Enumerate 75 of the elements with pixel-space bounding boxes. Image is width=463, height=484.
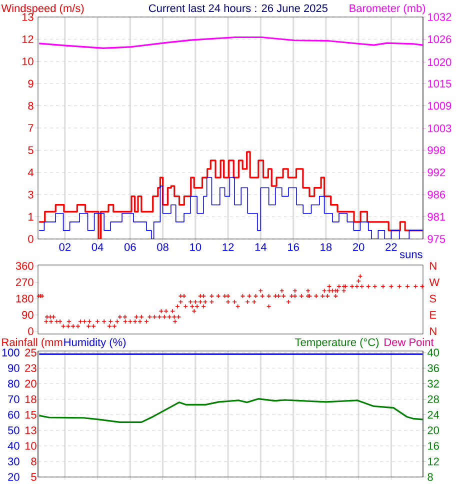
y-axis-title: Windspeed (m/s) xyxy=(1,4,84,14)
x-tick-label: 18 xyxy=(320,243,332,251)
y-tick-label: 270 xyxy=(16,278,34,286)
y2-tick-label: 32 xyxy=(428,380,439,388)
y-tick-label: 40 xyxy=(8,442,20,450)
y-tick-label: 20 xyxy=(8,473,20,481)
y-tick-label: 10 xyxy=(22,58,34,66)
y2-tick-label: 1015 xyxy=(428,80,452,88)
y-tick-label: 70 xyxy=(8,395,20,404)
y-tick-label: 7 xyxy=(28,124,34,132)
y2-tick-label: 24 xyxy=(428,410,440,419)
y2-tick-label: 986 xyxy=(428,190,446,198)
y2-tick-label: 975 xyxy=(428,235,446,243)
text: E xyxy=(430,311,436,319)
y-tick-label: 5 xyxy=(28,146,34,154)
y-tick-label: 60 xyxy=(8,410,20,419)
y-tick-label: 8 xyxy=(28,102,34,110)
y-tick-label: 90 xyxy=(8,364,20,372)
y2-tick-label: 981 xyxy=(428,212,446,221)
y-tick-label: 0 xyxy=(28,235,34,243)
y-tick-label: 4 xyxy=(28,168,34,176)
y2-tick-label: 1009 xyxy=(428,102,452,110)
y2-tick-label: 998 xyxy=(428,146,446,154)
y2-tick-label: 992 xyxy=(428,168,446,176)
y3-tick-label: 15 xyxy=(25,410,36,419)
y-tick-label: 9 xyxy=(28,80,34,88)
line-series xyxy=(38,36,423,49)
y-tick-label: 50 xyxy=(8,426,20,434)
y3-tick-label: 23 xyxy=(25,364,36,372)
y-axis-title: Humidity (%) xyxy=(64,338,126,348)
text: W xyxy=(429,278,440,286)
y2-tick-label: 1020 xyxy=(428,58,452,66)
x-tick-label: 04 xyxy=(92,243,104,251)
y2-tick-label: 12 xyxy=(428,458,439,466)
x-tick-label: 16 xyxy=(288,243,299,251)
y2-tick-label: 28 xyxy=(428,395,439,404)
y2-tick-label: 20 xyxy=(428,426,439,434)
y-tick-label: 100 xyxy=(2,348,20,356)
y3-tick-label: 18 xyxy=(25,395,36,404)
y3-axis-title: Rainfall (mm xyxy=(2,338,62,348)
x-tick-label: 10 xyxy=(190,243,202,251)
y-tick-label: 360 xyxy=(16,262,34,270)
text: S xyxy=(430,294,436,302)
x-tick-label: 14 xyxy=(255,243,266,251)
y2-tick-label: 1032 xyxy=(428,13,452,21)
y2-tick-label: 1026 xyxy=(428,35,452,44)
x-tick-label: 20 xyxy=(352,243,364,251)
x-tick-label: 06 xyxy=(124,243,136,251)
y-tick-label: 90 xyxy=(22,311,34,319)
y2-axis-title: Temperature (°C) xyxy=(295,338,379,348)
text: N xyxy=(430,328,436,336)
y2-tick-label: 16 xyxy=(428,442,439,450)
y-tick-label: 180 xyxy=(16,294,34,302)
y-tick-label: 0 xyxy=(28,327,34,336)
y2-tick-label: 36 xyxy=(428,364,439,372)
y-tick-label: 30 xyxy=(8,458,20,466)
y-tick-label: 3 xyxy=(28,190,34,198)
line-series xyxy=(38,398,423,423)
chart-title: Current last 24 hours : 26 June 2025 xyxy=(148,4,328,12)
y2-tick-label: 40 xyxy=(427,348,439,356)
x-tick-label: 12 xyxy=(222,243,234,251)
y-tick-label: 1 xyxy=(28,213,34,221)
text: N xyxy=(430,262,436,270)
y2-tick-label: 8 xyxy=(428,473,433,481)
y-tick-label: 80 xyxy=(8,380,20,388)
y2-tick-label: 1003 xyxy=(428,124,452,132)
x-tick-label: 08 xyxy=(157,243,168,251)
y-tick-label: 12 xyxy=(22,35,34,44)
x-tick-label: 22 xyxy=(386,243,397,251)
y2-axis-title: Barometer (mb) xyxy=(350,4,426,14)
x-tick-label: 02 xyxy=(59,243,70,251)
text: suns xyxy=(400,252,422,258)
text: Dew Point xyxy=(384,338,434,346)
y3-tick-label: 25 xyxy=(25,348,36,356)
y-tick-label: 13 xyxy=(22,13,34,21)
